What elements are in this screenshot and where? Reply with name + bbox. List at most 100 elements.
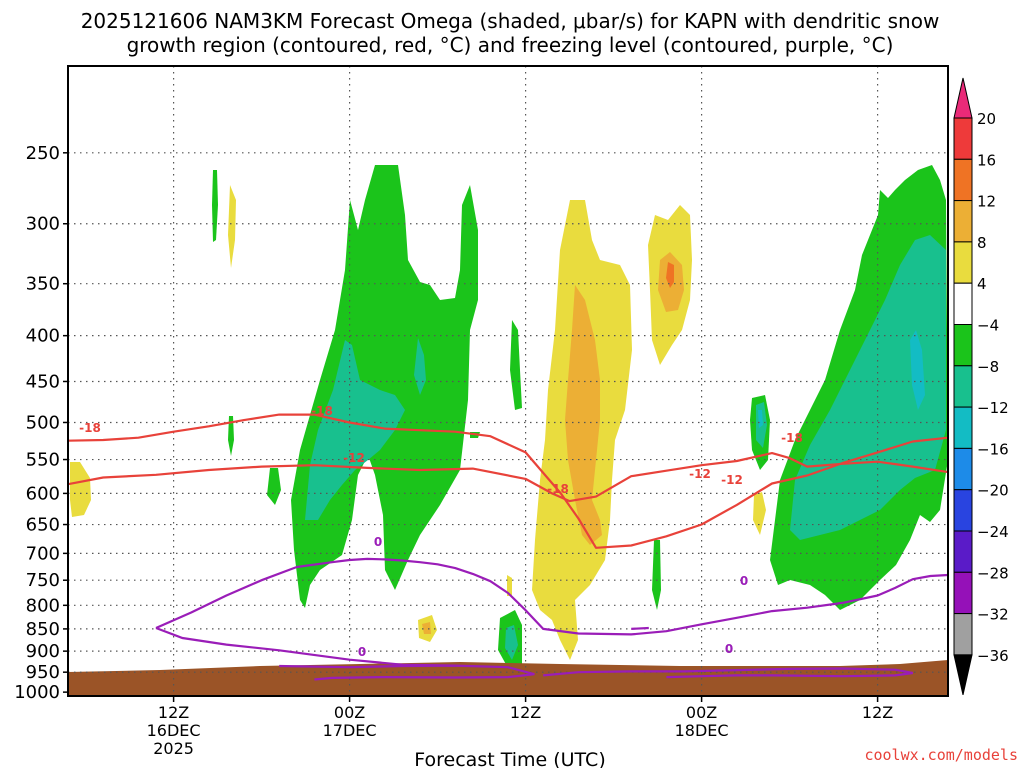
- omega-cell-yellow: [507, 575, 512, 596]
- contour-line: [67, 413, 949, 549]
- colorbar-swatch: [953, 158, 973, 202]
- omega-cell-orange: [565, 285, 602, 545]
- contour-label: -12: [689, 467, 711, 481]
- colorbar-swatch: [953, 530, 973, 573]
- colorbar-label: −36: [977, 647, 1009, 665]
- colorbar-swatch: [953, 613, 973, 656]
- colorbar-label: 8: [977, 234, 987, 252]
- x-tick-label: 12Z: [862, 703, 893, 722]
- colorbar-swatch: [953, 241, 973, 284]
- colorbar-label: −32: [977, 606, 1009, 624]
- plot-area: -18 -12 -18 -12 -18 -12 -18 0 0 0 0: [67, 65, 949, 697]
- omega-shading: [68, 165, 948, 696]
- x-tick-label: 18DEC: [675, 721, 729, 740]
- omega-cell-blue: [910, 330, 925, 410]
- contour-label: -18: [547, 482, 569, 496]
- colorbar-swatch: [953, 77, 973, 119]
- y-axis: 2503003504004505005506006507007508008509…: [14, 143, 68, 703]
- y-tick-label: 800: [26, 595, 60, 616]
- contour-label: 0: [725, 642, 733, 656]
- omega-cell-teal: [790, 235, 946, 540]
- contour-lines: [67, 413, 949, 681]
- colorbar-swatch: [953, 200, 973, 243]
- colorbar: 20 16 12 8 4 −4 −8 −12 −16 −20 −24 −28 −32 −36: [953, 77, 1009, 696]
- omega-cell-yellow: [228, 185, 236, 268]
- y-tick-label: 350: [26, 274, 60, 295]
- colorbar-label: −24: [977, 523, 1009, 541]
- colorbar-label: −8: [977, 358, 999, 376]
- contour-label: 0: [740, 574, 748, 588]
- y-tick-label: 450: [26, 371, 60, 392]
- omega-cell-teal: [305, 340, 405, 520]
- y-tick-label: 550: [26, 450, 60, 471]
- x-tick-label: 12Z: [158, 703, 189, 722]
- omega-cell-yellow: [70, 462, 91, 517]
- contour-line: [543, 667, 914, 679]
- contour-line: [155, 557, 949, 636]
- colorbar-swatch: [953, 365, 973, 408]
- contour-line: [155, 626, 456, 667]
- colorbar-label: −20: [977, 482, 1009, 500]
- omega-cell-green: [510, 320, 522, 410]
- y-tick-label: 900: [26, 641, 60, 662]
- omega-cell-orangered: [666, 262, 674, 288]
- colorbar-label: 16: [977, 151, 996, 169]
- contour-label: -12: [721, 473, 743, 487]
- contour-label: -12: [343, 451, 365, 465]
- colorbar-label: −4: [977, 317, 999, 335]
- contour-labels: -18 -12 -18 -12 -18 -12 -18 0 0 0 0: [79, 404, 803, 659]
- chart-title-line1: 2025121606 NAM3KM Forecast Omega (shaded…: [81, 9, 940, 33]
- y-tick-label: 500: [26, 412, 60, 433]
- x-tick-label: 12Z: [510, 703, 541, 722]
- y-tick-label: 300: [26, 214, 60, 235]
- omega-cell-green: [267, 468, 281, 505]
- contour-label: -18: [311, 404, 333, 418]
- colorbar-swatch: [953, 489, 973, 532]
- x-tick-label: 00Z: [334, 703, 365, 722]
- omega-cell-yellow: [753, 492, 766, 535]
- colorbar-swatch: [953, 324, 973, 367]
- colorbar-swatch: [953, 447, 973, 491]
- omega-cell-teal: [414, 338, 426, 395]
- contour-label: -18: [79, 421, 101, 435]
- y-tick-label: 250: [26, 143, 60, 164]
- colorbar-label: 4: [977, 275, 987, 293]
- y-tick-label: 1000: [14, 682, 60, 703]
- x-tick-label: 00Z: [686, 703, 717, 722]
- contour-label: 0: [358, 645, 366, 659]
- omega-cell-green: [291, 165, 478, 608]
- contour-line: [631, 626, 649, 630]
- y-tick-label: 850: [26, 619, 60, 640]
- colorbar-swatch: [953, 117, 973, 160]
- x-tick-label: 17DEC: [323, 721, 377, 740]
- y-tick-label: 700: [26, 543, 60, 564]
- colorbar-label: −12: [977, 399, 1009, 417]
- x-axis-label: Forecast Time (UTC): [414, 749, 605, 768]
- omega-cell-orange: [422, 622, 431, 634]
- x-tick-label: 16DEC: [147, 721, 201, 740]
- colorbar-label: 20: [977, 110, 996, 128]
- contour-line: [279, 664, 535, 681]
- omega-cell-green: [652, 540, 661, 610]
- colorbar-swatch: [953, 406, 973, 449]
- contour-label: 0: [374, 535, 382, 549]
- x-tick-label: 2025: [153, 739, 194, 758]
- grid-lines: [68, 66, 948, 696]
- y-tick-label: 600: [26, 483, 60, 504]
- colorbar-swatch: [953, 654, 973, 696]
- omega-cell-green: [228, 416, 234, 456]
- contour-label: -18: [781, 431, 803, 445]
- colorbar-swatch: [953, 571, 973, 615]
- y-tick-label: 650: [26, 515, 60, 536]
- colorbar-label: 12: [977, 193, 996, 211]
- colorbar-label: −28: [977, 564, 1009, 582]
- y-tick-label: 750: [26, 570, 60, 591]
- omega-cell-green: [212, 170, 218, 242]
- colorbar-swatch: [953, 282, 973, 326]
- contour-line: [67, 452, 949, 503]
- credit-text: coolwx.com/models: [864, 746, 1018, 764]
- y-tick-label: 950: [26, 662, 60, 683]
- omega-cell-blue: [758, 410, 763, 428]
